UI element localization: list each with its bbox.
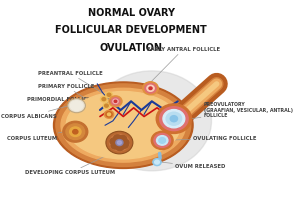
Circle shape [63, 121, 88, 142]
Text: PREANTRAL FOLLICLE: PREANTRAL FOLLICLE [38, 71, 114, 100]
Circle shape [151, 131, 173, 150]
Circle shape [154, 134, 170, 147]
Text: EARLY ANTRAL FOLLICLE: EARLY ANTRAL FOLLICLE [147, 47, 220, 83]
Circle shape [121, 139, 129, 146]
Text: NORMAL OVARY: NORMAL OVARY [88, 8, 175, 18]
Circle shape [110, 100, 113, 103]
Circle shape [155, 160, 159, 164]
Circle shape [111, 142, 119, 149]
Text: OVULATING FOLLICLE: OVULATING FOLLICLE [173, 136, 257, 141]
Circle shape [159, 138, 166, 143]
Circle shape [70, 127, 81, 136]
Circle shape [73, 130, 78, 134]
Circle shape [153, 159, 161, 166]
Ellipse shape [56, 84, 191, 167]
Text: DEVELOPING CORPUS LUTEUM: DEVELOPING CORPUS LUTEUM [25, 151, 116, 176]
Circle shape [108, 99, 115, 104]
Ellipse shape [68, 99, 85, 113]
Circle shape [119, 136, 127, 142]
Circle shape [116, 144, 124, 151]
Ellipse shape [53, 82, 193, 169]
Text: PRIMORDIAL FOLLICLES: PRIMORDIAL FOLLICLES [27, 97, 104, 102]
Circle shape [143, 82, 158, 95]
Circle shape [107, 93, 111, 96]
Text: FOLLICULAR DEVELOPMENT: FOLLICULAR DEVELOPMENT [55, 25, 207, 35]
Circle shape [106, 131, 133, 154]
Circle shape [147, 85, 154, 91]
Text: PREOVULATORY
(GRAAFIAN, VESICULAR, ANTRAL)
FOLLICLE: PREOVULATORY (GRAAFIAN, VESICULAR, ANTRA… [191, 102, 293, 119]
Circle shape [117, 141, 122, 144]
Circle shape [163, 110, 185, 128]
Circle shape [116, 139, 123, 146]
Circle shape [114, 135, 121, 141]
Ellipse shape [66, 92, 180, 159]
Circle shape [109, 96, 122, 107]
Circle shape [149, 87, 152, 90]
Circle shape [106, 92, 112, 98]
Text: CORPUS ALBICANS: CORPUS ALBICANS [2, 106, 69, 119]
Circle shape [166, 112, 182, 125]
Ellipse shape [70, 101, 83, 110]
Ellipse shape [61, 88, 185, 162]
Circle shape [114, 100, 117, 102]
Circle shape [66, 124, 85, 139]
Circle shape [110, 138, 118, 145]
Circle shape [160, 107, 188, 131]
Circle shape [145, 84, 156, 93]
Circle shape [103, 103, 110, 108]
Circle shape [170, 116, 178, 122]
Text: PRIMARY FOLLICLE: PRIMARY FOLLICLE [38, 84, 109, 114]
Circle shape [156, 104, 191, 134]
Text: OVULATION: OVULATION [100, 43, 163, 53]
Circle shape [100, 96, 107, 102]
Circle shape [102, 98, 106, 101]
Text: CORPUS LUTEUM: CORPUS LUTEUM [7, 131, 68, 141]
Circle shape [104, 110, 114, 118]
Circle shape [113, 99, 118, 103]
Circle shape [157, 136, 168, 145]
Circle shape [92, 71, 212, 171]
Text: OVUM RELEASED: OVUM RELEASED [161, 162, 226, 169]
Circle shape [111, 98, 120, 105]
Circle shape [106, 112, 112, 117]
Circle shape [105, 104, 108, 107]
Circle shape [107, 113, 111, 116]
Circle shape [121, 142, 128, 148]
Circle shape [110, 134, 129, 151]
